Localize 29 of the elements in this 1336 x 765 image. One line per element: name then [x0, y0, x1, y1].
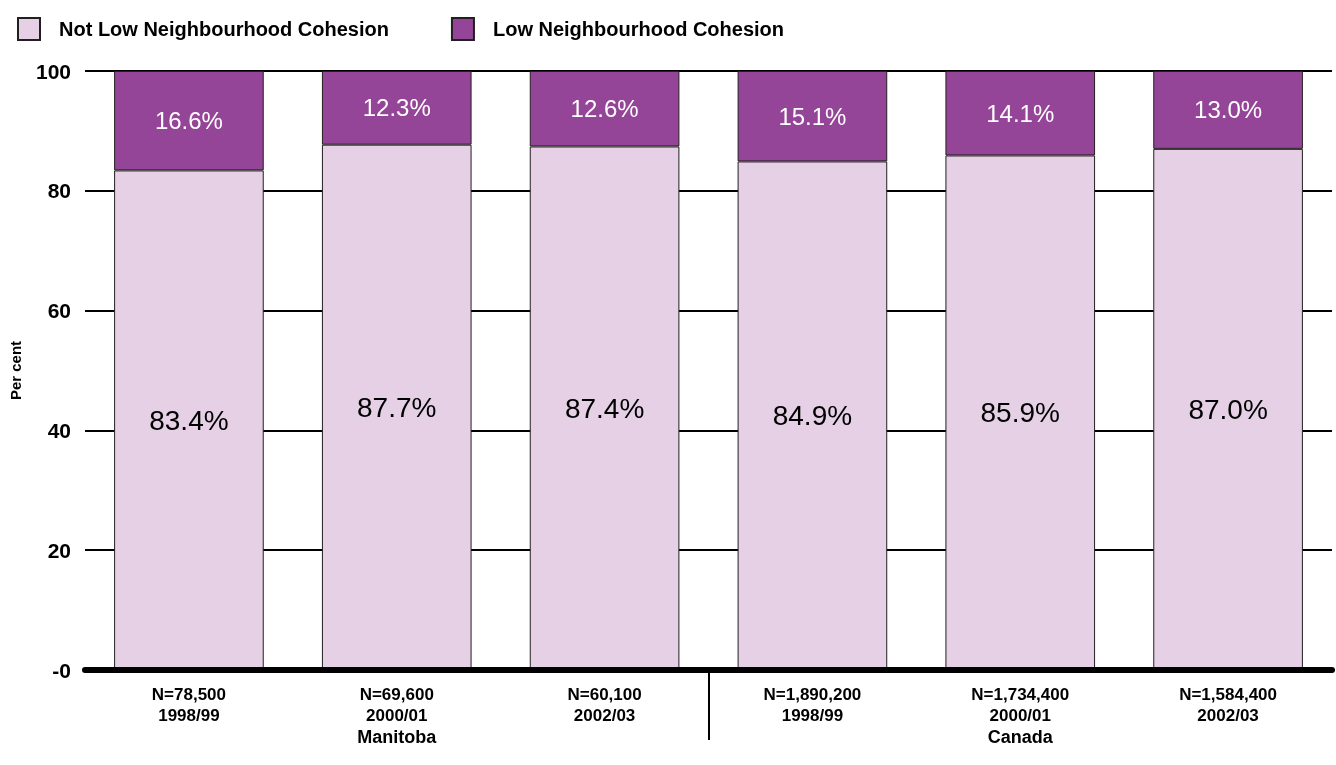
data-label: 13.0%	[1194, 96, 1263, 124]
y-tick-label: 80	[47, 179, 71, 203]
x-tick-label: N=1,584,400 2002/03	[1179, 685, 1278, 725]
data-label: 16.6%	[154, 107, 223, 135]
y-tick-label: 60	[47, 299, 71, 323]
data-label: 85.9%	[980, 397, 1060, 429]
data-label: 15.1%	[778, 102, 847, 130]
y-tick-label: 100	[35, 59, 71, 83]
data-label: 83.4%	[149, 404, 229, 436]
y-tick-label: -0	[52, 658, 71, 682]
x-tick-label: N=78,500 1998/99	[151, 685, 227, 725]
data-label: 87.7%	[357, 391, 437, 423]
data-label: 87.0%	[1188, 393, 1268, 425]
y-tick-label: 20	[47, 538, 71, 562]
data-label: 87.4%	[564, 392, 645, 424]
x-tick-label: N=1,734,400 2000/01	[971, 685, 1070, 725]
y-axis-title: Per cent	[7, 340, 24, 401]
x-tick-label: N=1,890,200 1998/99	[763, 685, 862, 725]
data-label: 12.6%	[570, 95, 639, 123]
data-label: 14.1%	[986, 99, 1055, 127]
text: Manitoba	[357, 727, 438, 747]
legend-label: Not Low Neighbourhood Cohesion	[59, 18, 389, 40]
data-label: 12.3%	[362, 94, 431, 122]
x-tick-label: N=60,100 2002/03	[567, 685, 642, 725]
y-tick-label: 40	[47, 418, 71, 442]
legend-label: Low Neighbourhood Cohesion	[492, 18, 785, 40]
x-tick-label: N=69,600 2000/01	[359, 685, 434, 725]
data-label: 84.9%	[772, 400, 853, 432]
text: Canada	[987, 727, 1054, 747]
